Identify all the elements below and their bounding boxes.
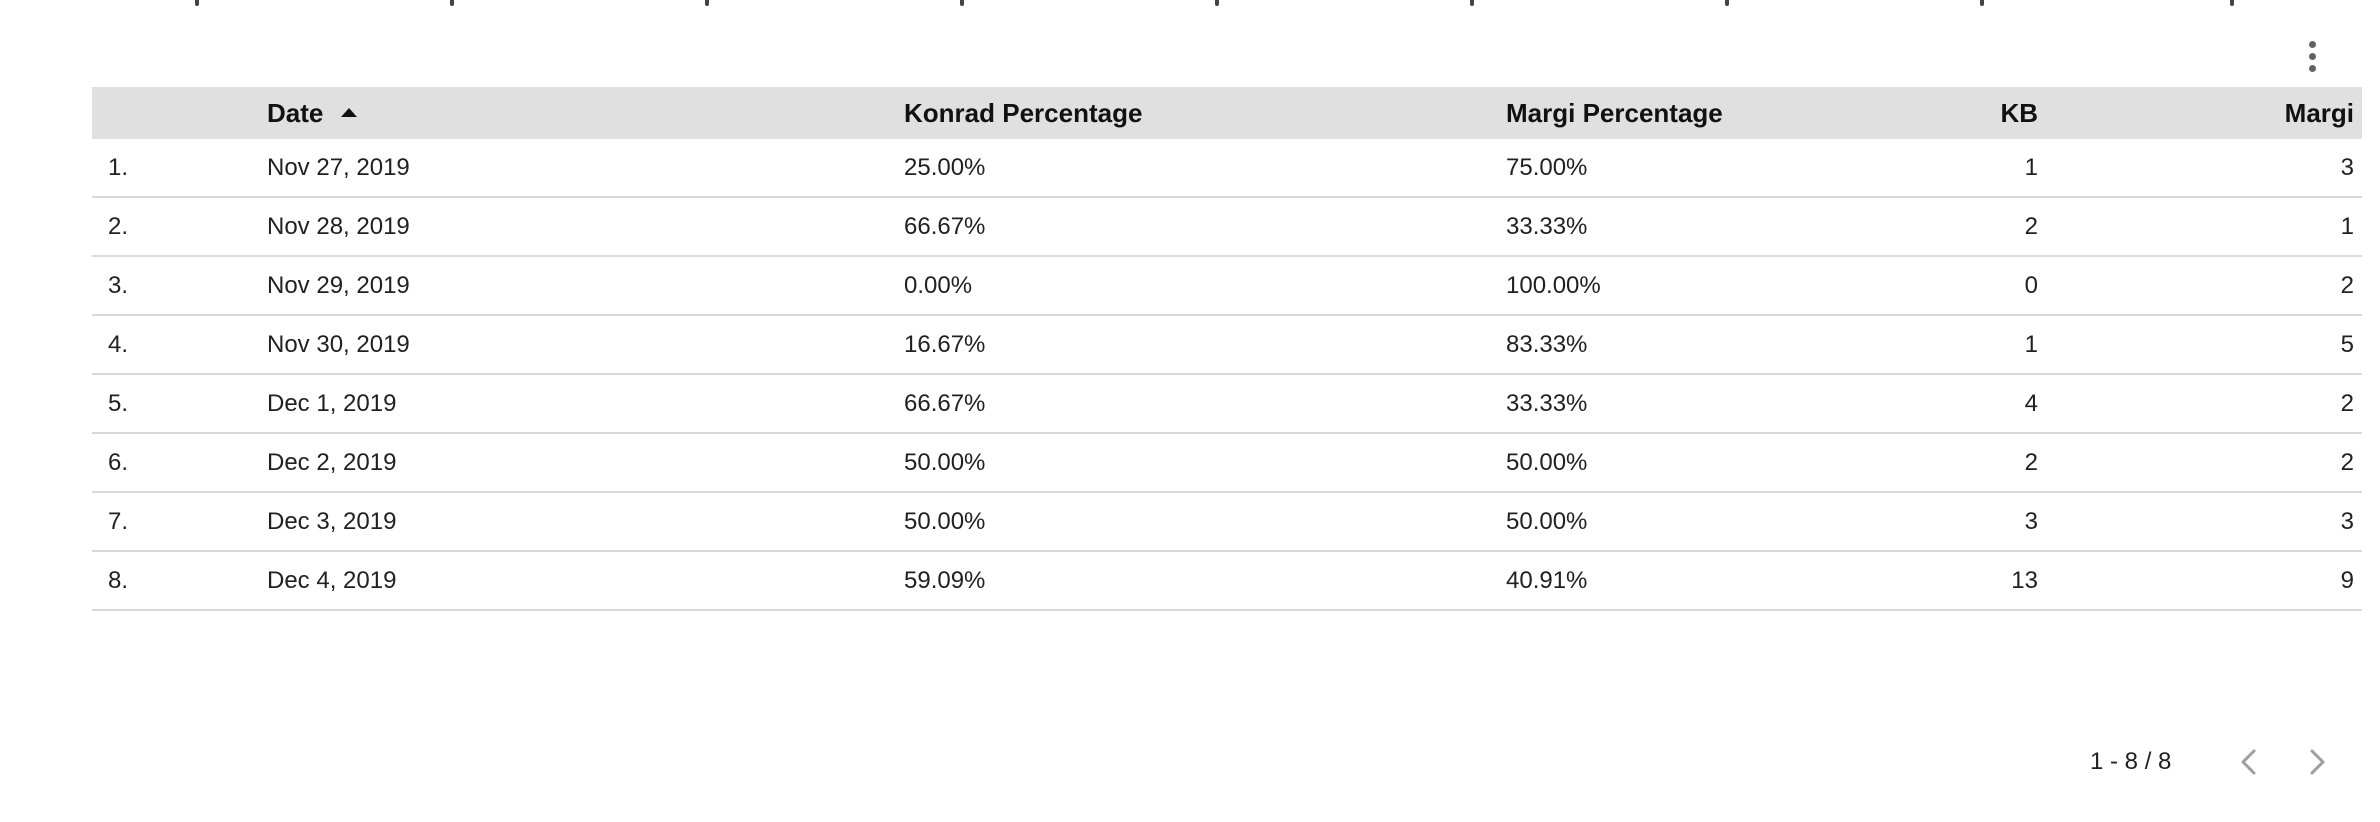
table-row[interactable]: 1. Nov 27, 2019 25.00% 75.00% 1 3 bbox=[92, 139, 2362, 198]
cell-index: 5. bbox=[108, 389, 129, 417]
cell-date: Dec 3, 2019 bbox=[267, 507, 397, 535]
table-header: Date Konrad Percentage Margi Percentage … bbox=[92, 87, 2362, 139]
cell-kb: 3 bbox=[2024, 507, 2038, 535]
more-options-button[interactable] bbox=[2298, 36, 2326, 76]
table-row[interactable]: 8. Dec 4, 2019 59.09% 40.91% 13 9 bbox=[92, 552, 2362, 611]
previous-page-button[interactable] bbox=[2225, 738, 2273, 786]
cell-kb: 2 bbox=[2024, 212, 2038, 240]
cell-date: Nov 28, 2019 bbox=[267, 212, 410, 240]
cell-index: 6. bbox=[108, 448, 129, 476]
cell-kb: 13 bbox=[2011, 566, 2038, 594]
data-table: Date Konrad Percentage Margi Percentage … bbox=[92, 87, 2362, 611]
cell-margi: 1 bbox=[2340, 212, 2354, 240]
cell-konrad-percentage: 50.00% bbox=[904, 448, 986, 476]
cell-konrad-percentage: 0.00% bbox=[904, 271, 973, 299]
cell-margi-percentage: 33.33% bbox=[1506, 389, 1588, 417]
cell-margi-percentage: 33.33% bbox=[1506, 212, 1588, 240]
table-row[interactable]: 6. Dec 2, 2019 50.00% 50.00% 2 2 bbox=[92, 434, 2362, 493]
chevron-right-icon bbox=[2310, 749, 2325, 775]
cell-margi-percentage: 50.00% bbox=[1506, 507, 1588, 535]
cell-konrad-percentage: 16.67% bbox=[904, 330, 986, 358]
table-row[interactable]: 7. Dec 3, 2019 50.00% 50.00% 3 3 bbox=[92, 493, 2362, 552]
header-date[interactable]: Date bbox=[267, 87, 358, 139]
cell-margi: 2 bbox=[2340, 448, 2354, 476]
cell-index: 7. bbox=[108, 507, 129, 535]
page-range-text: 1 - 8 / 8 bbox=[2090, 748, 2172, 775]
cell-margi-percentage: 40.91% bbox=[1506, 566, 1588, 594]
header-margi[interactable]: Margi bbox=[2284, 97, 2354, 128]
cell-date: Dec 1, 2019 bbox=[267, 389, 397, 417]
more-vert-icon bbox=[2308, 40, 2316, 48]
cell-margi: 5 bbox=[2340, 330, 2354, 358]
cell-konrad-percentage: 59.09% bbox=[904, 566, 986, 594]
cell-margi-percentage: 50.00% bbox=[1506, 448, 1588, 476]
pagination: 1 - 8 / 8 bbox=[2090, 738, 2341, 786]
cell-konrad-percentage: 66.67% bbox=[904, 212, 986, 240]
header-kb[interactable]: KB bbox=[2000, 97, 2038, 128]
cell-index: 8. bbox=[108, 566, 129, 594]
table-row[interactable]: 2. Nov 28, 2019 66.67% 33.33% 2 1 bbox=[92, 198, 2362, 257]
table-row[interactable]: 5. Dec 1, 2019 66.67% 33.33% 4 2 bbox=[92, 375, 2362, 434]
header-margi-percentage[interactable]: Margi Percentage bbox=[1506, 97, 1723, 128]
cell-margi: 3 bbox=[2340, 507, 2354, 535]
cell-kb: 0 bbox=[2024, 271, 2038, 299]
cell-kb: 1 bbox=[2024, 153, 2038, 181]
header-konrad-percentage[interactable]: Konrad Percentage bbox=[904, 97, 1143, 128]
cell-konrad-percentage: 66.67% bbox=[904, 389, 986, 417]
cell-index: 2. bbox=[108, 212, 129, 240]
cell-margi: 9 bbox=[2340, 566, 2354, 594]
cell-margi-percentage: 83.33% bbox=[1506, 330, 1588, 358]
cell-margi: 2 bbox=[2340, 389, 2354, 417]
header-date-label: Date bbox=[267, 97, 324, 128]
table-row[interactable]: 3. Nov 29, 2019 0.00% 100.00% 0 2 bbox=[92, 257, 2362, 316]
cell-index: 4. bbox=[108, 330, 129, 358]
cell-margi: 2 bbox=[2340, 271, 2354, 299]
cell-index: 1. bbox=[108, 153, 129, 181]
cell-kb: 4 bbox=[2024, 389, 2038, 417]
cell-date: Dec 2, 2019 bbox=[267, 448, 397, 476]
sort-ascending-icon bbox=[341, 107, 358, 117]
cell-margi: 3 bbox=[2340, 153, 2354, 181]
cell-konrad-percentage: 25.00% bbox=[904, 153, 986, 181]
cell-date: Nov 27, 2019 bbox=[267, 153, 410, 181]
cell-margi-percentage: 75.00% bbox=[1506, 153, 1588, 181]
cell-kb: 1 bbox=[2024, 330, 2038, 358]
cell-margi-percentage: 100.00% bbox=[1506, 271, 1601, 299]
cell-kb: 2 bbox=[2024, 448, 2038, 476]
table-body: 1. Nov 27, 2019 25.00% 75.00% 1 3 2. Nov 28, 20… bbox=[92, 139, 2362, 611]
cell-konrad-percentage: 50.00% bbox=[904, 507, 986, 535]
cell-date: Nov 30, 2019 bbox=[267, 330, 410, 358]
cell-date: Nov 29, 2019 bbox=[267, 271, 410, 299]
table-row[interactable]: 4. Nov 30, 2019 16.67% 83.33% 1 5 bbox=[92, 316, 2362, 375]
chart-above-cutoff bbox=[0, 0, 2380, 8]
cell-date: Dec 4, 2019 bbox=[267, 566, 397, 594]
cell-index: 3. bbox=[108, 271, 129, 299]
next-page-button[interactable] bbox=[2293, 738, 2341, 786]
chevron-left-icon bbox=[2241, 749, 2256, 775]
